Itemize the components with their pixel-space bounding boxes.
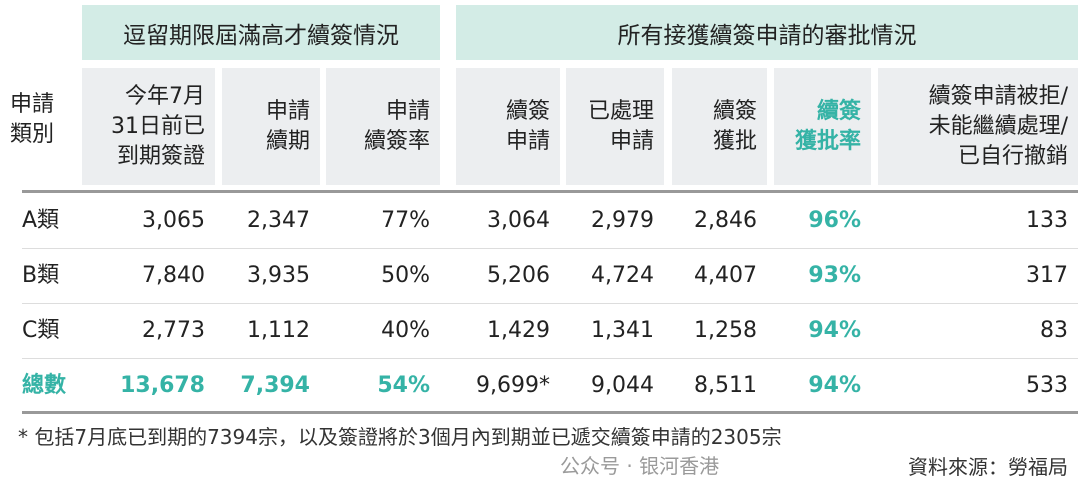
table-cell: 133 [1026, 208, 1068, 233]
category-column-header: 申請 類別 [10, 92, 55, 147]
table-cell: 54% [377, 373, 430, 398]
column-header: 續簽申請被拒/ 未能繼續處理/ 已自行撤銷 [878, 68, 1078, 185]
table-cell: 13,678 [120, 373, 205, 398]
row-label: 總數 [22, 373, 67, 398]
table-cell: 1,341 [591, 318, 654, 343]
table-cell: 7,840 [142, 263, 205, 288]
table-cell: 7,394 [240, 373, 310, 398]
group-header-expiry: 逗留期限屆滿高才續簽情況 [82, 5, 440, 60]
table-cell: 2,773 [142, 318, 205, 343]
table-cell: 1,112 [247, 318, 310, 343]
watermark: 公众号 · 银河香港 [560, 454, 720, 478]
table-cell: 5,206 [487, 263, 550, 288]
table-cell: 4,724 [591, 263, 654, 288]
column-header: 續簽 獲批率 [774, 68, 871, 185]
footnote: * 包括7月底已到期的7394宗，以及簽證將於3個月內到期並已遞交續簽申請的23… [18, 425, 782, 449]
table-cell: 1,429 [487, 318, 550, 343]
column-header: 申請 續期 [222, 68, 320, 185]
row-label: C類 [22, 318, 60, 343]
row-label: B類 [22, 263, 60, 288]
table-cell: 317 [1026, 263, 1068, 288]
table-cell: 533 [1026, 373, 1068, 398]
column-header: 已處理 申請 [566, 68, 664, 185]
column-header: 申請 續簽率 [326, 68, 440, 185]
table-cell: 1,258 [694, 318, 757, 343]
table-cell: 4,407 [694, 263, 757, 288]
table-cell: 9,699* [476, 373, 550, 398]
row-divider [22, 303, 1078, 304]
table-cell: 94% [808, 373, 861, 398]
table-cell: 83 [1040, 318, 1068, 343]
group-header-approval: 所有接獲續簽申請的審批情況 [456, 5, 1078, 60]
header-divider [22, 190, 1078, 193]
row-label: A類 [22, 208, 60, 233]
table-cell: 2,347 [247, 208, 310, 233]
row-divider [22, 248, 1078, 249]
table-cell: 2,846 [694, 208, 757, 233]
table-cell: 3,064 [487, 208, 550, 233]
row-divider [22, 358, 1078, 359]
table-cell: 3,065 [142, 208, 205, 233]
table-cell: 94% [808, 318, 861, 343]
table-bottom-divider [22, 411, 1078, 414]
table-cell: 93% [808, 263, 861, 288]
column-header: 續簽 申請 [456, 68, 560, 185]
column-header: 今年7月 31日前已 到期簽證 [82, 68, 215, 185]
source-note: 資料來源：勞福局 [908, 455, 1068, 479]
table-cell: 96% [808, 208, 861, 233]
table-cell: 50% [381, 263, 430, 288]
table-cell: 8,511 [694, 373, 757, 398]
column-header: 續簽 獲批 [672, 68, 767, 185]
table-cell: 3,935 [247, 263, 310, 288]
table-cell: 9,044 [591, 373, 654, 398]
table-cell: 77% [381, 208, 430, 233]
table-cell: 2,979 [591, 208, 654, 233]
table-cell: 40% [381, 318, 430, 343]
